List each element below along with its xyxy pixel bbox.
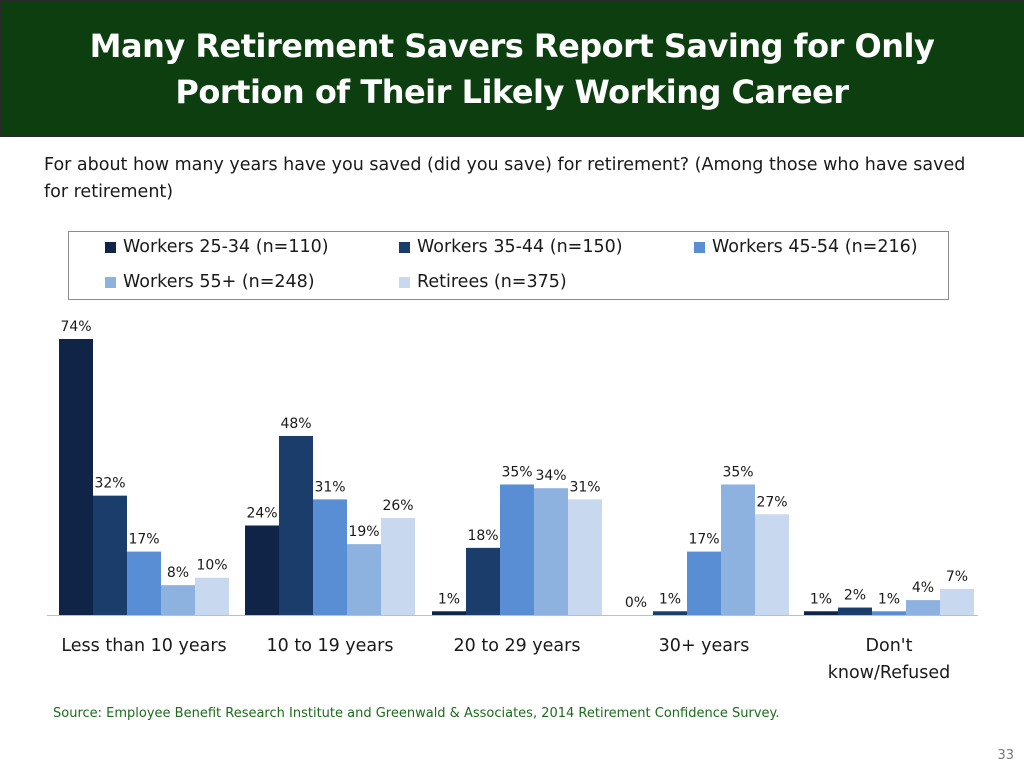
category-label: Don't know/Refused	[828, 636, 951, 683]
legend-label: Workers 35-44 (n=150)	[417, 237, 623, 257]
bar-workers-45-54-n-216-10-to-19-years	[313, 499, 347, 615]
bar-workers-35-44-n-150-less-than-10-years	[93, 495, 127, 615]
bar-workers-55-n-248-don-t-know-refused	[906, 600, 940, 615]
data-label: 18%	[467, 528, 498, 544]
data-label: 17%	[128, 532, 159, 548]
data-label: 24%	[246, 505, 277, 521]
data-label: 19%	[348, 524, 379, 540]
bar-retirees-n-375-20-to-29-years	[568, 499, 602, 615]
data-label: 1%	[810, 591, 832, 607]
legend-swatch	[105, 276, 116, 288]
category-label: 30+ years	[659, 636, 750, 656]
data-label: 35%	[722, 464, 753, 480]
data-label: 2%	[844, 588, 866, 604]
legend-label: Workers 55+ (n=248)	[123, 272, 315, 292]
data-label: 1%	[438, 591, 460, 607]
bar-workers-25-34-n-110-don-t-know-refused	[804, 611, 838, 615]
data-label: 8%	[167, 565, 189, 581]
bar-workers-55-n-248-20-to-29-years	[534, 488, 568, 615]
bar-workers-45-54-n-216-don-t-know-refused	[872, 611, 906, 615]
bar-chart: 74%32%17%8% 10%24%48%31%19%26%1%18%35% 34%…	[47, 319, 978, 683]
page-number: 33	[997, 748, 1014, 763]
category-label: Less than 10 years	[61, 636, 226, 656]
survey-question: For about how many years have you saved …	[44, 155, 966, 202]
data-label: 4%	[912, 580, 934, 596]
data-label: 35%	[501, 464, 532, 480]
data-label: 31%	[569, 479, 600, 495]
category-label: 20 to 29 years	[454, 636, 581, 656]
data-label: 32%	[94, 476, 125, 492]
chart-legend: Workers 25-34 (n=110) Workers 35-44 (n=1…	[68, 231, 949, 300]
data-label: 31%	[314, 479, 345, 495]
bar-workers-35-44-n-150-20-to-29-years	[466, 547, 500, 615]
data-label: 26%	[382, 498, 413, 514]
bar-workers-55-n-248-10-to-19-years	[347, 544, 381, 615]
data-label: 7%	[946, 569, 968, 585]
legend-swatch	[399, 241, 410, 253]
legend-item-retirees: Retirees (n=375)	[399, 272, 567, 292]
data-label: 48%	[280, 416, 311, 432]
legend-swatch	[399, 276, 410, 288]
category-label: 10 to 19 years	[267, 636, 394, 656]
legend-item-workers-25-34: Workers 25-34 (n=110)	[105, 237, 329, 257]
legend-item-workers-35-44: Workers 35-44 (n=150)	[399, 237, 623, 257]
source-note: Source: Employee Benefit Research Instit…	[53, 706, 780, 721]
bar-workers-45-54-n-216-20-to-29-years	[500, 484, 534, 615]
title-banner: Many Retirement Savers Report Saving for…	[0, 0, 1024, 137]
bar-retirees-n-375-30-years	[755, 514, 789, 615]
data-label: 1%	[659, 591, 681, 607]
data-label: 34%	[535, 468, 566, 484]
bar-workers-35-44-n-150-30-years	[653, 611, 687, 615]
legend-swatch	[694, 241, 705, 253]
legend-item-workers-45-54: Workers 45-54 (n=216)	[694, 237, 918, 257]
data-label: 10%	[196, 558, 227, 574]
bar-workers-45-54-n-216-30-years	[687, 551, 721, 615]
bar-workers-25-34-n-110-10-to-19-years	[245, 525, 279, 615]
bar-retirees-n-375-10-to-19-years	[381, 518, 415, 615]
bar-retirees-n-375-don-t-know-refused	[940, 588, 974, 615]
bar-retirees-n-375-less-than-10-years	[195, 577, 229, 615]
legend-label: Retirees (n=375)	[417, 272, 567, 292]
bar-workers-25-34-n-110-20-to-29-years	[432, 611, 466, 615]
bar-workers-35-44-n-150-don-t-know-refused	[838, 607, 872, 615]
data-label: 0%	[625, 595, 647, 611]
data-label: 1%	[878, 591, 900, 607]
legend-item-workers-55-plus: Workers 55+ (n=248)	[105, 272, 315, 292]
bar-workers-35-44-n-150-10-to-19-years	[279, 435, 313, 615]
bar-workers-55-n-248-less-than-10-years	[161, 585, 195, 615]
bar-workers-45-54-n-216-less-than-10-years	[127, 551, 161, 615]
bar-workers-25-34-n-110-less-than-10-years	[59, 339, 93, 615]
data-label: 17%	[688, 532, 719, 548]
data-label: 74%	[60, 319, 91, 335]
legend-label: Workers 25-34 (n=110)	[123, 237, 329, 257]
legend-label: Workers 45-54 (n=216)	[712, 237, 918, 257]
legend-swatch	[105, 241, 116, 253]
data-label: 27%	[756, 494, 787, 510]
slide-title: Many Retirement Savers Report Saving for…	[89, 26, 935, 111]
bar-workers-55-n-248-30-years	[721, 484, 755, 615]
